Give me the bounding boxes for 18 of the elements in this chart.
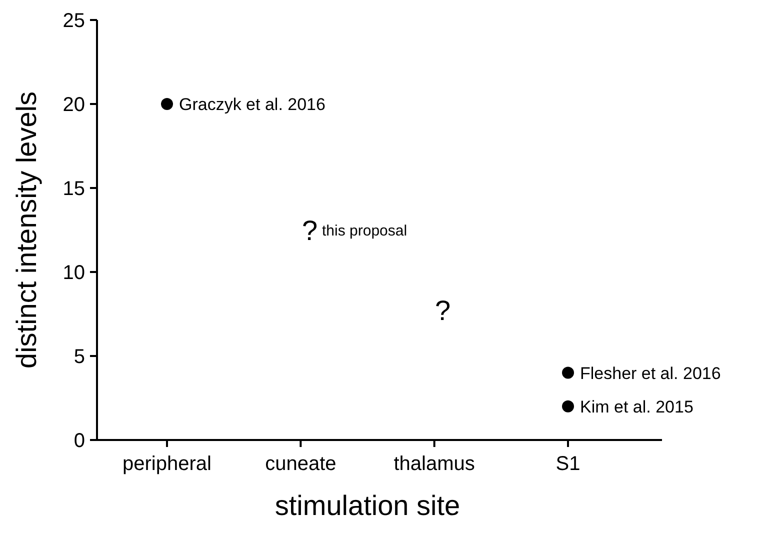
y-tick-label: 10 xyxy=(62,262,85,284)
annotation: this proposal xyxy=(322,222,408,240)
y-axis-title: distinct intensity levels xyxy=(11,91,42,369)
annotation: ? xyxy=(302,214,318,246)
y-tick-label: 0 xyxy=(74,430,85,452)
x-tick-label: cuneate xyxy=(265,453,336,475)
y-tick-label: 20 xyxy=(62,94,85,116)
x-tick-label: peripheral xyxy=(122,453,212,475)
annotation: Graczyk et al. 2016 xyxy=(179,94,326,114)
y-tick-label: 5 xyxy=(74,346,85,368)
annotation: Flesher et al. 2016 xyxy=(580,364,721,383)
annotation: Kim et al. 2015 xyxy=(580,397,694,416)
y-tick-label: 15 xyxy=(62,178,85,200)
x-tick-label: thalamus xyxy=(394,453,475,475)
x-axis-title: stimulation site xyxy=(274,490,460,521)
annotation: ? xyxy=(435,294,451,326)
y-tick-label: 25 xyxy=(62,10,85,32)
x-tick-label: S1 xyxy=(556,453,580,475)
